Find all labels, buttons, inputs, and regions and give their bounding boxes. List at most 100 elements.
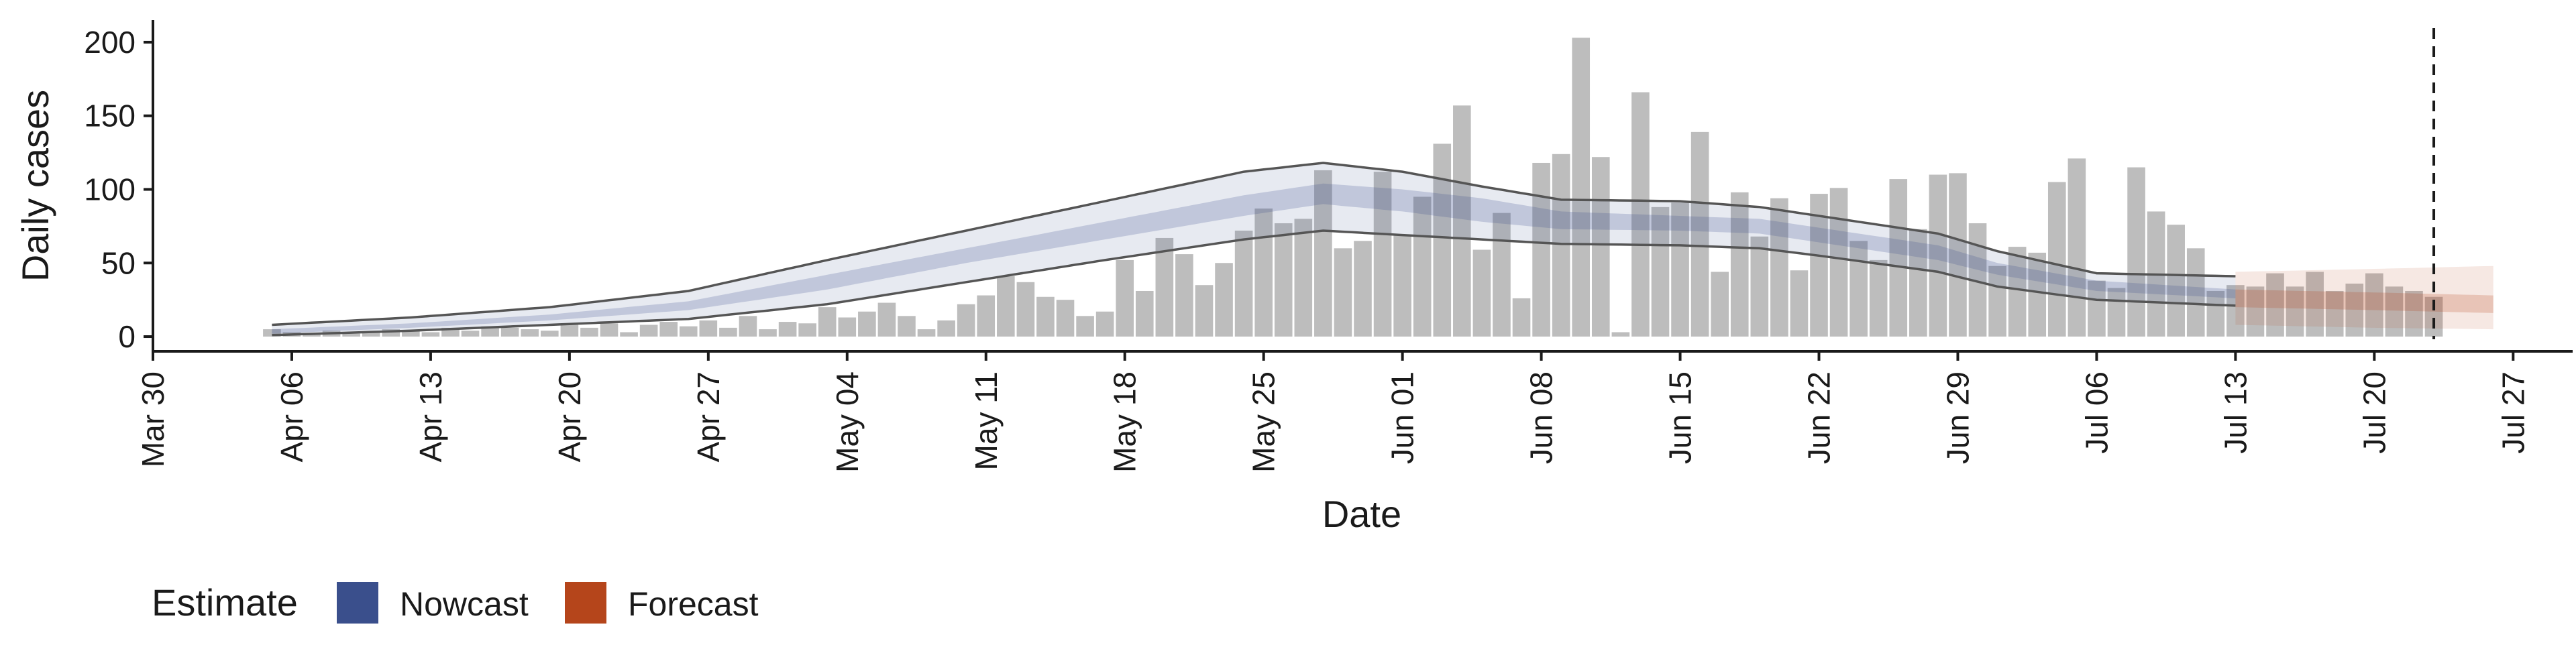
bar xyxy=(461,331,480,337)
bar xyxy=(2325,290,2344,337)
bar xyxy=(1056,300,1075,337)
bar xyxy=(1929,174,1947,337)
bar xyxy=(997,276,1015,337)
bar xyxy=(2246,286,2265,337)
x-axis-title: Date xyxy=(1322,493,1401,535)
bar xyxy=(1116,259,1134,337)
x-ticks: Mar 30 Apr 06 Apr 13 Apr 20 Apr 27 May 04 May … xyxy=(136,351,2530,473)
bar xyxy=(1512,298,1531,337)
bar xyxy=(719,327,737,337)
bar xyxy=(303,333,321,337)
x-tick-label: Apr 06 xyxy=(274,371,309,463)
bar xyxy=(1076,316,1094,337)
x-tick-label: Jul 27 xyxy=(2496,371,2530,454)
bar xyxy=(1175,254,1193,337)
bar xyxy=(1354,241,1372,337)
y-tick-label: 50 xyxy=(101,245,136,280)
bar xyxy=(620,332,638,337)
bar xyxy=(957,304,975,337)
bar xyxy=(2365,273,2383,337)
bar xyxy=(541,331,559,337)
bar xyxy=(362,332,380,337)
bar xyxy=(798,323,816,337)
bar xyxy=(402,331,420,337)
x-tick-label: Jul 06 xyxy=(2079,371,2114,454)
bar xyxy=(1889,179,1908,337)
bar xyxy=(2186,248,2205,337)
bar xyxy=(1690,131,1709,337)
bar xyxy=(342,333,360,337)
y-tick-label: 200 xyxy=(84,25,136,60)
bar xyxy=(263,329,281,337)
bar xyxy=(1869,259,1888,337)
bar xyxy=(2206,290,2225,337)
bar xyxy=(1829,188,1848,337)
bar xyxy=(2385,286,2404,337)
bar xyxy=(1750,236,1769,337)
bar xyxy=(759,329,777,337)
bar xyxy=(1493,213,1511,337)
bar xyxy=(1591,157,1610,337)
x-tick-label: Apr 27 xyxy=(691,371,726,463)
bar xyxy=(858,311,876,337)
x-tick-label: Jun 15 xyxy=(1663,371,1698,464)
bar xyxy=(1334,248,1352,337)
bar xyxy=(877,302,896,337)
x-tick-label: Jun 22 xyxy=(1802,371,1837,464)
bar xyxy=(1552,154,1570,337)
x-tick-label: Apr 13 xyxy=(413,371,448,463)
bar xyxy=(1472,249,1491,337)
bar xyxy=(1016,282,1035,337)
x-tick-label: Jun 08 xyxy=(1524,371,1559,464)
bar xyxy=(580,327,598,337)
bar xyxy=(679,326,698,337)
bar xyxy=(2088,280,2106,337)
bar xyxy=(1373,172,1392,337)
bar xyxy=(699,320,718,337)
bar xyxy=(2345,284,2364,337)
bar xyxy=(659,322,678,337)
y-tick-label: 0 xyxy=(118,319,136,354)
x-tick-label: Apr 20 xyxy=(552,371,587,463)
bar xyxy=(1631,92,1650,337)
bar xyxy=(2306,272,2324,337)
bar xyxy=(818,307,837,337)
nowcast-upper-line xyxy=(272,162,2236,327)
bar xyxy=(500,327,519,337)
bar xyxy=(481,326,499,337)
y-tick-label: 100 xyxy=(84,172,136,207)
bar xyxy=(1036,296,1055,337)
bar xyxy=(1135,290,1154,337)
bar xyxy=(1393,235,1411,337)
x-tick-label: May 04 xyxy=(830,371,865,473)
bar xyxy=(2266,273,2284,337)
bar xyxy=(1155,237,1174,337)
bar xyxy=(1095,311,1114,337)
bar xyxy=(1234,230,1253,337)
bar xyxy=(1988,266,2006,337)
bar xyxy=(1770,198,1788,337)
nowcast-lower-line xyxy=(272,229,2236,337)
bar xyxy=(1433,143,1452,337)
legend-label-nowcast: Nowcast xyxy=(400,585,529,623)
legend-title: Estimate xyxy=(152,581,298,624)
bar xyxy=(560,325,579,337)
bar xyxy=(2286,286,2304,337)
bar xyxy=(2008,247,2027,337)
y-tick-label: 150 xyxy=(84,99,136,133)
nowcast-band-50 xyxy=(272,183,2236,334)
x-tick-label: Jun 01 xyxy=(1385,371,1420,464)
bars-layer xyxy=(263,38,2443,337)
bar xyxy=(1790,270,1809,337)
legend-swatch-nowcast xyxy=(337,582,378,624)
legend: Estimate Nowcast Forecast xyxy=(152,581,759,624)
bar xyxy=(1453,105,1471,337)
x-tick-label: May 11 xyxy=(969,371,1004,470)
forecast-band-50 xyxy=(2235,289,2493,313)
axes-layer xyxy=(152,20,2573,353)
bar xyxy=(2167,225,2185,337)
bar xyxy=(2405,290,2423,337)
bar xyxy=(639,325,658,337)
